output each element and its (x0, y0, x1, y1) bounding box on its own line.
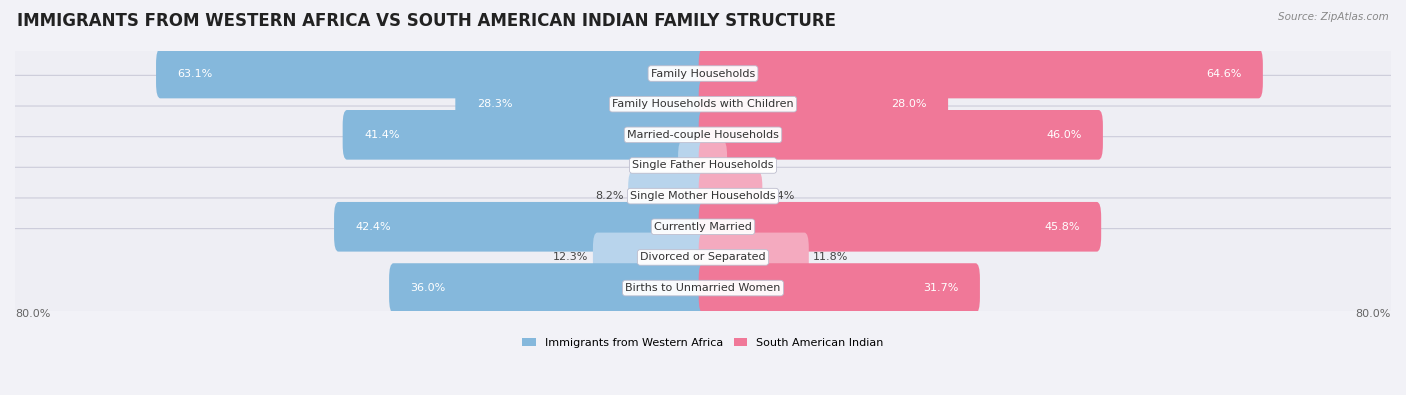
Text: Source: ZipAtlas.com: Source: ZipAtlas.com (1278, 12, 1389, 22)
Text: 36.0%: 36.0% (411, 283, 446, 293)
FancyBboxPatch shape (1, 229, 1405, 348)
Text: 80.0%: 80.0% (15, 309, 51, 319)
Text: Single Father Households: Single Father Households (633, 160, 773, 171)
Text: 45.8%: 45.8% (1045, 222, 1080, 232)
FancyBboxPatch shape (1, 45, 1405, 164)
FancyBboxPatch shape (1, 198, 1405, 317)
FancyBboxPatch shape (456, 79, 707, 129)
Text: 11.8%: 11.8% (813, 252, 848, 262)
Text: 46.0%: 46.0% (1046, 130, 1081, 140)
FancyBboxPatch shape (699, 79, 948, 129)
FancyBboxPatch shape (699, 141, 727, 190)
FancyBboxPatch shape (1, 106, 1405, 225)
Text: 28.3%: 28.3% (477, 99, 512, 109)
FancyBboxPatch shape (343, 110, 707, 160)
Text: 28.0%: 28.0% (891, 99, 927, 109)
FancyBboxPatch shape (389, 263, 707, 313)
FancyBboxPatch shape (593, 233, 707, 282)
FancyBboxPatch shape (1, 14, 1405, 133)
FancyBboxPatch shape (699, 233, 808, 282)
Text: Family Households: Family Households (651, 69, 755, 79)
FancyBboxPatch shape (1, 75, 1405, 194)
FancyBboxPatch shape (699, 110, 1102, 160)
FancyBboxPatch shape (156, 49, 707, 98)
Text: 12.3%: 12.3% (553, 252, 589, 262)
FancyBboxPatch shape (628, 171, 707, 221)
FancyBboxPatch shape (699, 202, 1101, 252)
Text: 31.7%: 31.7% (924, 283, 959, 293)
Text: 2.3%: 2.3% (731, 160, 759, 171)
Text: Single Mother Households: Single Mother Households (630, 191, 776, 201)
FancyBboxPatch shape (699, 263, 980, 313)
Text: 8.2%: 8.2% (595, 191, 624, 201)
FancyBboxPatch shape (699, 49, 1263, 98)
Text: Married-couple Households: Married-couple Households (627, 130, 779, 140)
FancyBboxPatch shape (1, 167, 1405, 286)
FancyBboxPatch shape (678, 141, 707, 190)
Text: 41.4%: 41.4% (364, 130, 399, 140)
Text: 63.1%: 63.1% (177, 69, 212, 79)
Text: 6.4%: 6.4% (766, 191, 794, 201)
Text: 2.4%: 2.4% (645, 160, 673, 171)
Text: Divorced or Separated: Divorced or Separated (640, 252, 766, 262)
Text: 64.6%: 64.6% (1206, 69, 1241, 79)
Legend: Immigrants from Western Africa, South American Indian: Immigrants from Western Africa, South Am… (517, 333, 889, 352)
Text: 80.0%: 80.0% (1355, 309, 1391, 319)
Text: Births to Unmarried Women: Births to Unmarried Women (626, 283, 780, 293)
Text: 42.4%: 42.4% (356, 222, 391, 232)
Text: Currently Married: Currently Married (654, 222, 752, 232)
Text: IMMIGRANTS FROM WESTERN AFRICA VS SOUTH AMERICAN INDIAN FAMILY STRUCTURE: IMMIGRANTS FROM WESTERN AFRICA VS SOUTH … (17, 12, 837, 30)
FancyBboxPatch shape (335, 202, 707, 252)
FancyBboxPatch shape (1, 137, 1405, 256)
FancyBboxPatch shape (699, 171, 762, 221)
Text: Family Households with Children: Family Households with Children (612, 99, 794, 109)
